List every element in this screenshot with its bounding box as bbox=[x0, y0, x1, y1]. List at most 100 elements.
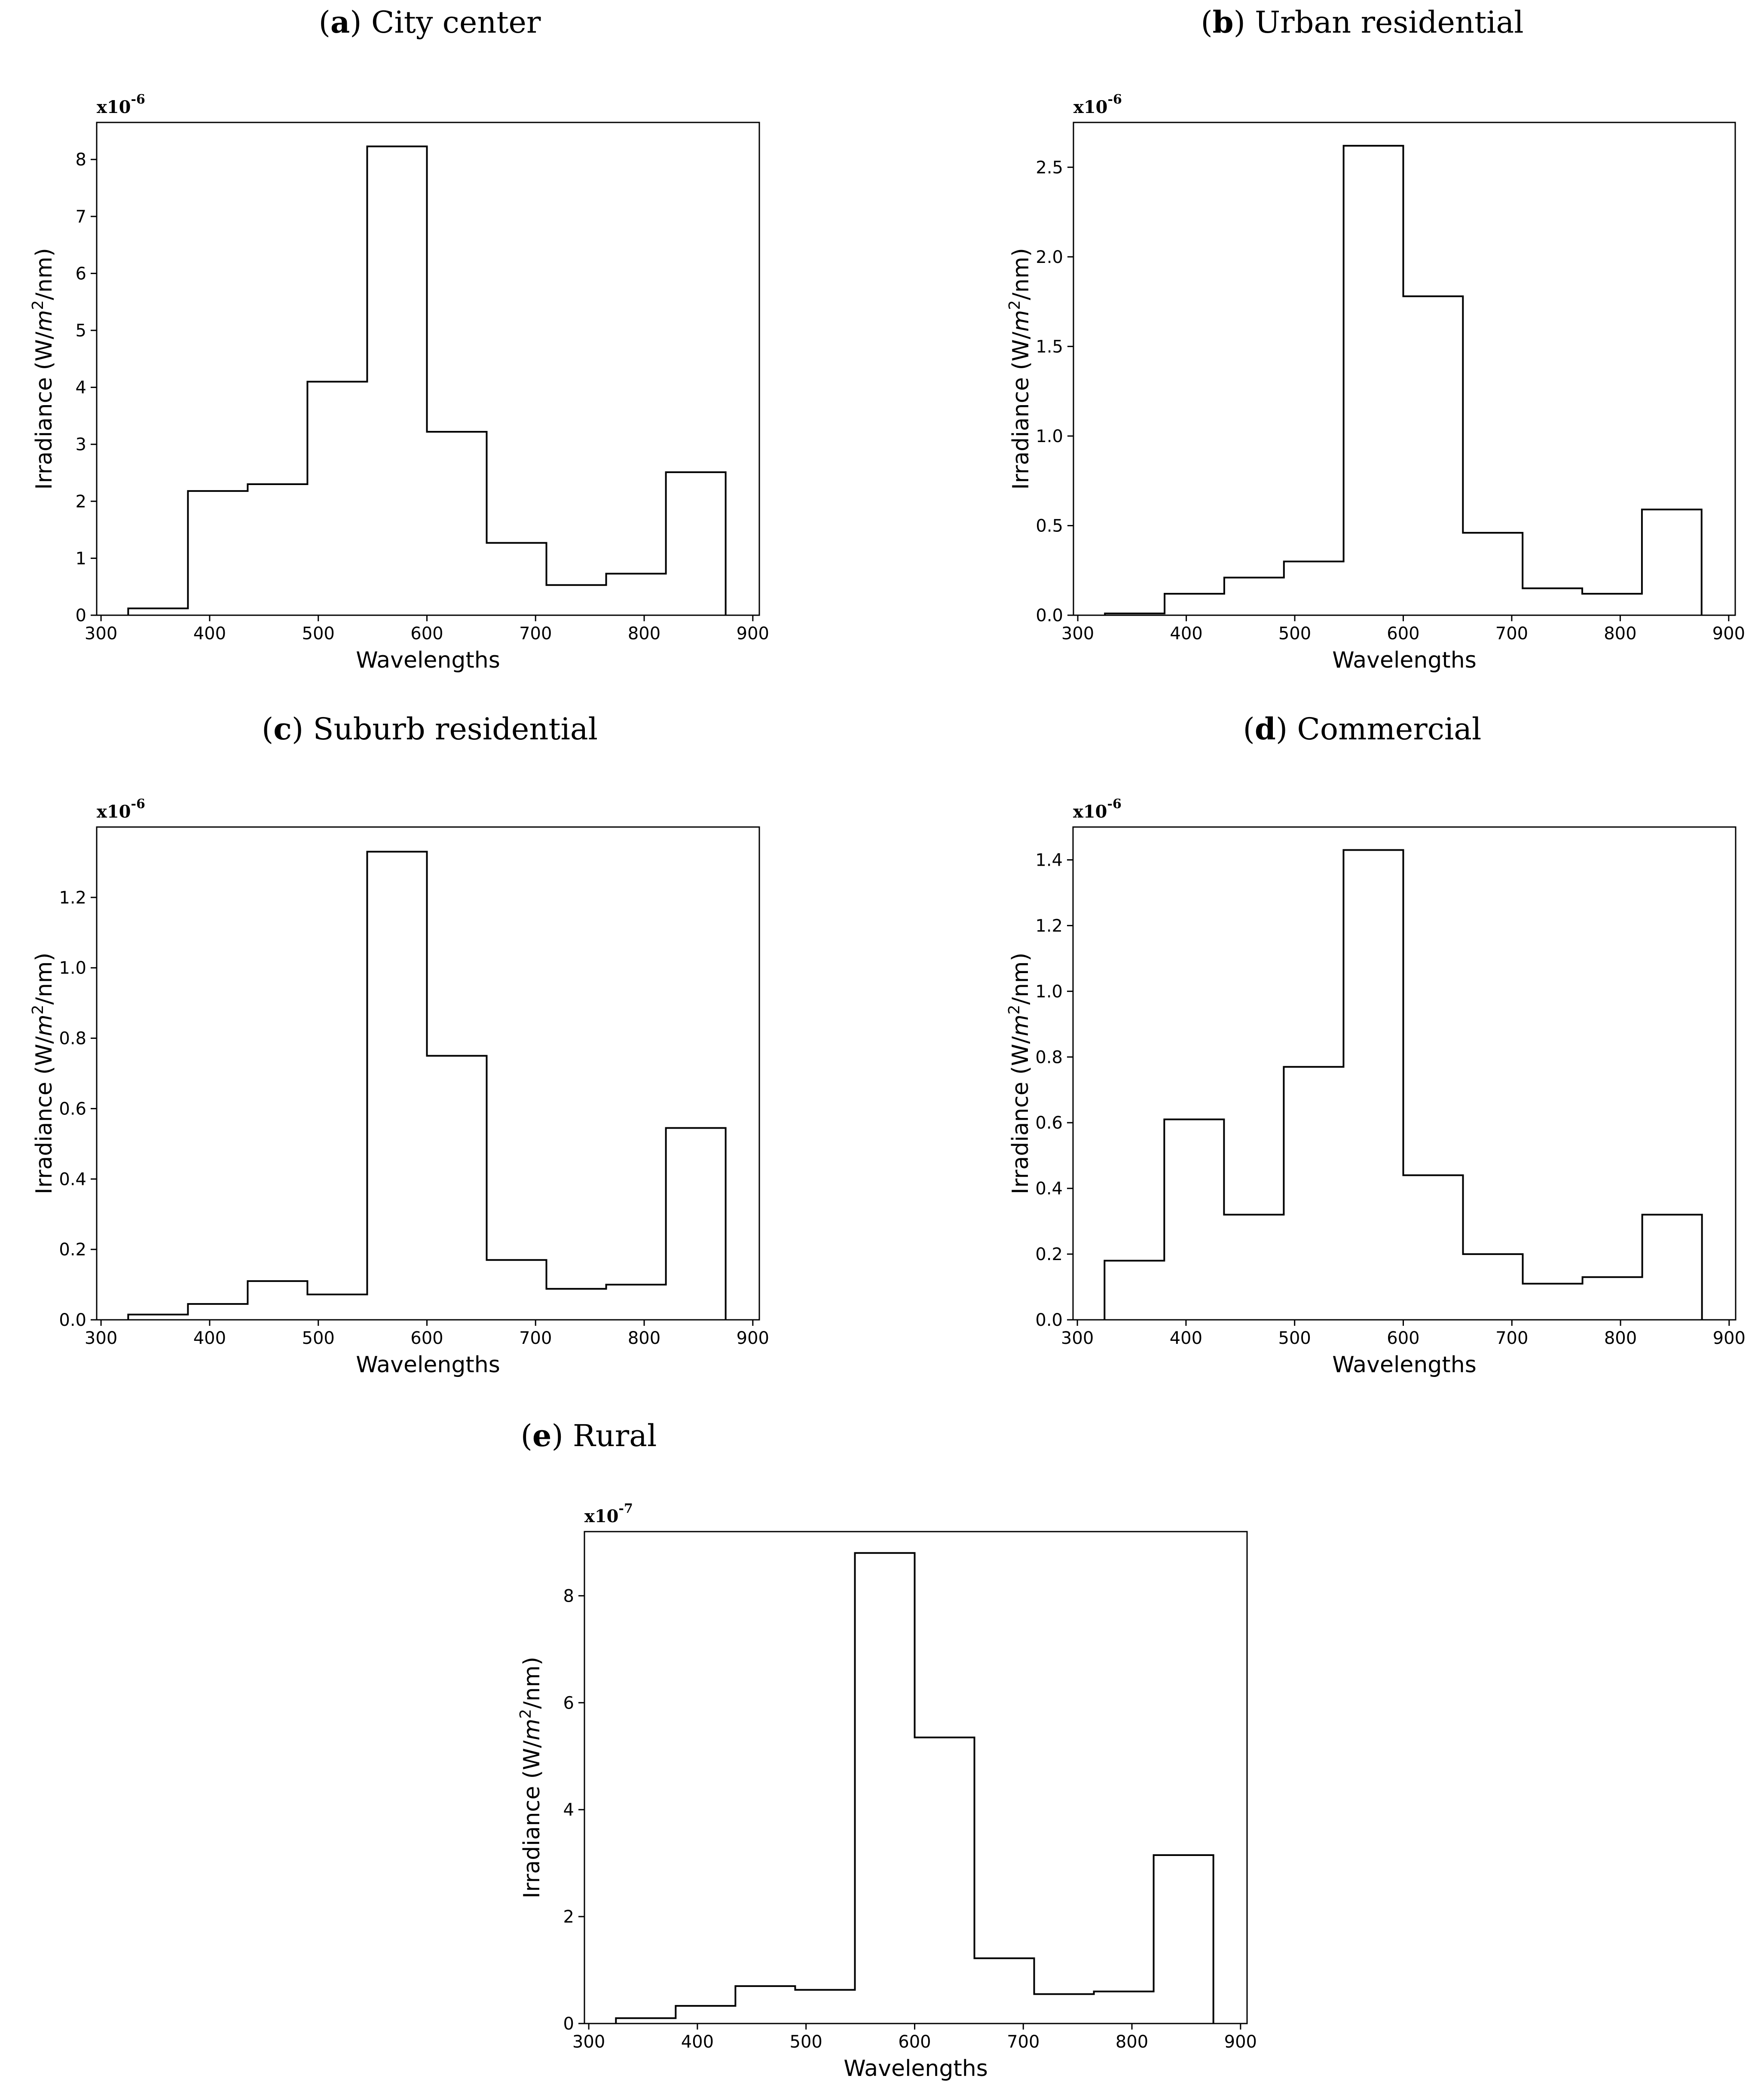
x-tick-label-b-600: 600 bbox=[1387, 624, 1419, 644]
y-tick-label-b-1: 0.5 bbox=[1036, 516, 1063, 536]
y-tick-label-a-5: 5 bbox=[76, 321, 86, 341]
y-tick-label-e-3: 6 bbox=[563, 1693, 574, 1713]
x-tick-label-c-800: 800 bbox=[628, 1328, 660, 1348]
x-tick-label-d-600: 600 bbox=[1387, 1328, 1419, 1348]
chart-title-a: (a) City center bbox=[318, 4, 541, 40]
panel-letter-e: e bbox=[532, 1418, 552, 1453]
x-tick-label-d-500: 500 bbox=[1278, 1328, 1311, 1348]
x-tick-label-d-900: 900 bbox=[1713, 1328, 1746, 1348]
x-axis-label-d: Wavelengths bbox=[1332, 1352, 1477, 1378]
x-tick-label-d-300: 300 bbox=[1061, 1328, 1094, 1348]
y-tick-label-c-0: 0.0 bbox=[59, 1310, 86, 1330]
y-tick-label-d-6: 1.2 bbox=[1035, 916, 1063, 936]
x-tick-label-e-400: 400 bbox=[681, 2032, 714, 2052]
chart-title-e: (e) Rural bbox=[520, 1418, 657, 1453]
y-tick-label-a-2: 2 bbox=[76, 492, 86, 512]
y-tick-label-b-3: 1.5 bbox=[1036, 337, 1063, 357]
chart-b: 300 400 500 600 700 800 900 0.0 0.5 1.0 1.5 2.0 2.5 W… bbox=[1006, 92, 1745, 673]
y-tick-label-a-8: 8 bbox=[76, 150, 86, 170]
panel-letter-d: d bbox=[1254, 711, 1276, 747]
x-axis-label-e: Wavelengths bbox=[844, 2056, 988, 2082]
y-tick-label-a-0: 0 bbox=[76, 606, 86, 626]
x-tick-label-a-600: 600 bbox=[410, 624, 443, 644]
x-tick-label-b-300: 300 bbox=[1061, 624, 1094, 644]
panel-title-text-e: Rural bbox=[573, 1418, 657, 1453]
panel-letter-b: b bbox=[1212, 4, 1234, 40]
y-axis-label-d: Irradiance (W/m2/nm) bbox=[1006, 952, 1033, 1194]
axis-multiplier-c: x10-6 bbox=[97, 797, 145, 822]
plot-frame-c bbox=[96, 826, 760, 1321]
x-tick-label-c-700: 700 bbox=[519, 1328, 552, 1348]
chart-panel-d: (d) Commercial 300 400 500 600 700 800 900 0.0 0… bbox=[975, 707, 1749, 1403]
axis-multiplier-e: x10-7 bbox=[584, 1501, 633, 1526]
y-axis-label-c: Irradiance (W/m2/nm) bbox=[29, 952, 57, 1194]
y-tick-label-a-7: 7 bbox=[76, 207, 86, 227]
y-axis-label-b: Irradiance (W/m2/nm) bbox=[1006, 248, 1034, 490]
y-tick-label-d-3: 0.6 bbox=[1035, 1113, 1063, 1133]
chart-c: 300 400 500 600 700 800 900 0.0 0.2 0.4 0.6 0.8 1.0 1… bbox=[29, 797, 769, 1378]
chart-panel-a: (a) City center 300 400 500 600 700 800 900 0 1 2… bbox=[0, 0, 859, 696]
y-axis-label-a: Irradiance (W/m2/nm) bbox=[29, 248, 57, 490]
y-tick-label-a-1: 1 bbox=[76, 549, 86, 568]
y-tick-label-c-3: 0.6 bbox=[59, 1099, 86, 1119]
x-tick-label-a-900: 900 bbox=[737, 624, 769, 644]
y-tick-label-c-6: 1.2 bbox=[59, 888, 86, 908]
x-tick-label-a-800: 800 bbox=[628, 624, 660, 644]
y-tick-label-e-4: 8 bbox=[563, 1586, 574, 1606]
y-tick-label-d-1: 0.2 bbox=[1035, 1245, 1063, 1264]
x-tick-label-e-300: 300 bbox=[572, 2032, 605, 2052]
y-tick-label-b-0: 0.0 bbox=[1036, 606, 1063, 626]
x-tick-label-d-700: 700 bbox=[1495, 1328, 1528, 1348]
panel-title-text-c: Suburb residential bbox=[313, 711, 598, 747]
y-tick-label-c-2: 0.4 bbox=[59, 1169, 86, 1189]
histogram-step-line-b bbox=[1104, 145, 1703, 615]
y-tick-label-d-4: 0.8 bbox=[1035, 1047, 1063, 1067]
plot-frame-e bbox=[584, 1531, 1248, 2024]
axis-multiplier-d: x10-6 bbox=[1073, 797, 1122, 822]
x-axis-label-c: Wavelengths bbox=[356, 1352, 500, 1378]
chart-title-b: (b) Urban residential bbox=[1201, 4, 1524, 40]
y-tick-label-d-0: 0.0 bbox=[1035, 1310, 1063, 1330]
y-tick-label-d-2: 0.4 bbox=[1035, 1179, 1063, 1199]
chart-panel-b: (b) Urban residential 300 400 500 600 700 800… bbox=[975, 0, 1749, 696]
panel-letter-a: a bbox=[330, 4, 350, 40]
x-tick-label-c-600: 600 bbox=[410, 1328, 443, 1348]
histogram-step-line-d bbox=[1104, 849, 1703, 1320]
x-tick-label-b-500: 500 bbox=[1278, 624, 1311, 644]
x-tick-label-d-400: 400 bbox=[1170, 1328, 1202, 1348]
x-tick-label-c-500: 500 bbox=[302, 1328, 335, 1348]
plot-frame-b bbox=[1073, 122, 1736, 616]
x-tick-label-b-900: 900 bbox=[1712, 624, 1745, 644]
y-tick-label-a-3: 3 bbox=[76, 435, 86, 455]
histogram-step-line-a bbox=[127, 145, 727, 615]
x-tick-label-a-400: 400 bbox=[193, 624, 226, 644]
y-tick-label-c-1: 0.2 bbox=[59, 1240, 86, 1260]
chart-panel-c: (c) Suburb residential 300 400 500 600 700 80… bbox=[0, 707, 859, 1403]
panel-title-text-a: City center bbox=[371, 5, 541, 40]
x-tick-label-b-400: 400 bbox=[1170, 624, 1202, 644]
axis-multiplier-b: x10-6 bbox=[1073, 92, 1122, 117]
x-tick-label-c-400: 400 bbox=[193, 1328, 226, 1348]
plot-frame-a bbox=[96, 122, 760, 616]
chart-a: 300 400 500 600 700 800 900 0 1 2 3 4 5 6 7 8 Wavelength… bbox=[29, 92, 769, 673]
plot-frame-d bbox=[1072, 826, 1737, 1321]
panel-title-text-d: Commercial bbox=[1297, 711, 1482, 747]
histogram-step-line-c bbox=[127, 851, 727, 1320]
y-tick-label-d-5: 1.0 bbox=[1035, 982, 1063, 1001]
y-tick-label-b-2: 1.0 bbox=[1036, 427, 1063, 446]
x-tick-label-c-900: 900 bbox=[737, 1328, 769, 1348]
x-tick-label-a-500: 500 bbox=[302, 624, 335, 644]
y-tick-label-b-4: 2.0 bbox=[1036, 247, 1063, 267]
panel-title-text-b: Urban residential bbox=[1255, 5, 1524, 40]
y-tick-label-e-0: 0 bbox=[563, 2014, 574, 2034]
x-axis-label-b: Wavelengths bbox=[1332, 647, 1477, 673]
x-tick-label-d-800: 800 bbox=[1604, 1328, 1637, 1348]
x-tick-label-e-500: 500 bbox=[790, 2032, 822, 2052]
y-tick-label-e-1: 2 bbox=[563, 1907, 574, 1927]
y-tick-label-d-7: 1.4 bbox=[1035, 850, 1063, 870]
panel-letter-c: c bbox=[273, 711, 292, 747]
chart-panel-e: (e) Rural 300 400 500 600 700 800 900 0 2 4 6 8 Wave… bbox=[430, 1413, 1332, 2100]
y-tick-label-b-5: 2.5 bbox=[1036, 158, 1063, 177]
x-tick-label-b-800: 800 bbox=[1604, 624, 1636, 644]
y-axis-label-e: Irradiance (W/m2/nm) bbox=[517, 1657, 545, 1899]
